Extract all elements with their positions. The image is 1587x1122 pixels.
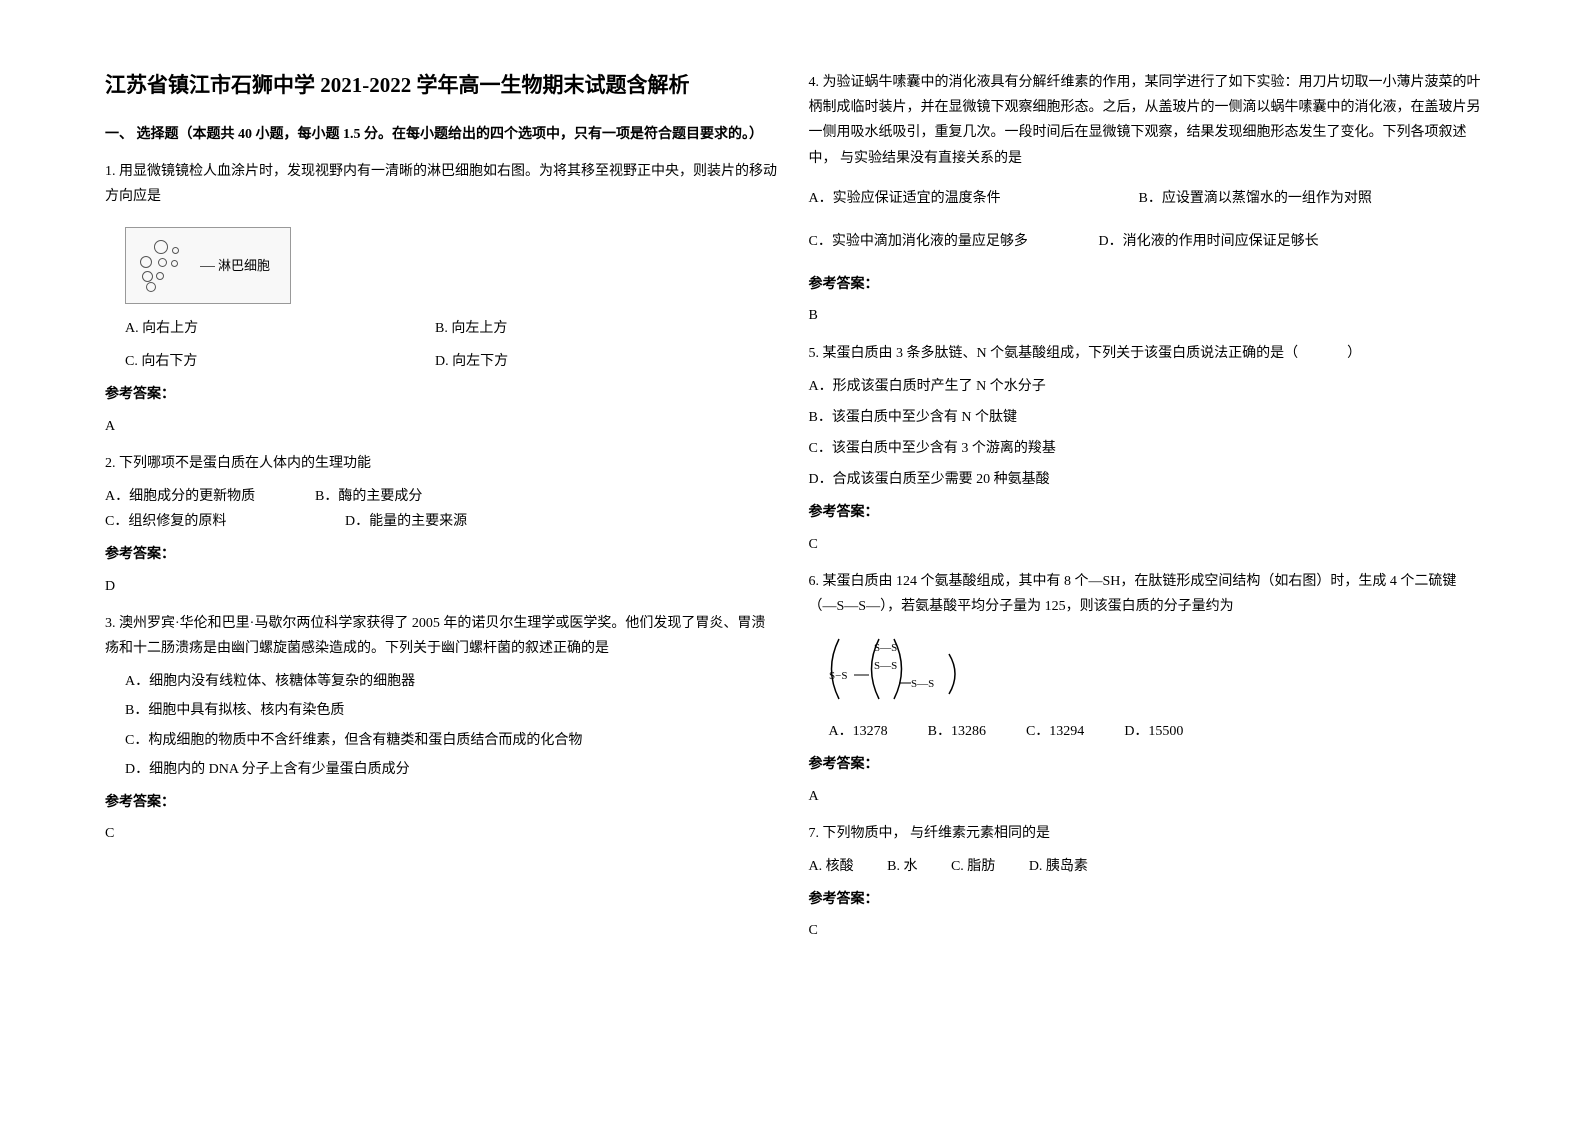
q2-option-b: B．酶的主要成分 [315, 484, 422, 509]
q1-option-a: A. 向右上方 [125, 316, 435, 341]
q1-option-b: B. 向左上方 [435, 316, 635, 341]
q3-option-c: C．构成细胞的物质中不含纤维素，但含有糖类和蛋白质结合而成的化合物 [125, 728, 779, 753]
q1-answer-label: 参考答案： [105, 382, 779, 407]
q3-answer-label: 参考答案： [105, 790, 779, 815]
q3-options: A．细胞内没有线粒体、核糖体等复杂的细胞器 B．细胞中具有拟核、核内有染色质 C… [105, 669, 779, 782]
cell-diagram: 淋巴细胞 [136, 238, 270, 293]
question-3: 3. 澳州罗宾·华伦和巴里·马歇尔两位科学家获得了 2005 年的诺贝尔生理学或… [105, 611, 779, 847]
question-6: 6. 某蛋白质由 124 个氨基酸组成，其中有 8 个—SH，在肽链形成空间结构… [809, 569, 1483, 809]
q1-options-row2: C. 向右下方 D. 向左下方 [105, 349, 779, 374]
q5-text-suffix: ） [1347, 346, 1361, 361]
q3-option-b: B．细胞中具有拟核、核内有染色质 [125, 698, 779, 723]
q5-option-a: A．形成该蛋白质时产生了 N 个水分子 [809, 374, 1483, 399]
q1-diagram: 淋巴细胞 [125, 227, 291, 304]
q4-answer: B [809, 303, 1483, 328]
q6-option-b: B．13286 [928, 719, 986, 744]
page-container: 江苏省镇江市石狮中学 2021-2022 学年高一生物期末试题含解析 一、 选择… [0, 0, 1587, 1122]
q6-answer-label: 参考答案： [809, 752, 1483, 777]
q6-option-a: A．13278 [829, 719, 888, 744]
right-column: 4. 为验证蜗牛嗉囊中的消化液具有分解纤维素的作用，某同学进行了如下实验：用刀片… [794, 70, 1498, 1082]
q4-options: A．实验应保证适宜的温度条件 B．应设置滴以蒸馏水的一组作为对照 C．实验中滴加… [809, 186, 1483, 254]
q6-option-d: D．15500 [1124, 719, 1183, 744]
q3-option-a: A．细胞内没有线粒体、核糖体等复杂的细胞器 [125, 669, 779, 694]
q5-answer-label: 参考答案： [809, 500, 1483, 525]
q4-answer-label: 参考答案： [809, 272, 1483, 297]
q1-text: 1. 用显微镜镜检人血涂片时，发现视野内有一清晰的淋巴细胞如右图。为将其移至视野… [105, 159, 779, 209]
q5-option-c: C．该蛋白质中至少含有 3 个游离的羧基 [809, 436, 1483, 461]
svg-text:S—S: S—S [874, 642, 897, 654]
document-title: 江苏省镇江市石狮中学 2021-2022 学年高一生物期末试题含解析 [105, 70, 779, 102]
q4-text: 4. 为验证蜗牛嗉囊中的消化液具有分解纤维素的作用，某同学进行了如下实验：用刀片… [809, 70, 1483, 171]
q2-option-d: D．能量的主要来源 [345, 509, 467, 534]
q5-text: 5. 某蛋白质由 3 条多肽链、N 个氨基酸组成，下列关于该蛋白质说法正确的是（… [809, 341, 1483, 366]
q7-option-b: B. 水 [887, 854, 917, 879]
q7-text: 7. 下列物质中， 与纤维素元素相同的是 [809, 821, 1483, 846]
q1-diagram-label: 淋巴细胞 [218, 254, 270, 277]
q6-text: 6. 某蛋白质由 124 个氨基酸组成，其中有 8 个—SH，在肽链形成空间结构… [809, 569, 1483, 619]
question-4: 4. 为验证蜗牛嗉囊中的消化液具有分解纤维素的作用，某同学进行了如下实验：用刀片… [809, 70, 1483, 329]
q5-paren-gap [1302, 346, 1344, 361]
section-heading: 一、 选择题（本题共 40 小题，每小题 1.5 分。在每小题给出的四个选项中，… [105, 122, 779, 147]
q5-text-prefix: 5. 某蛋白质由 3 条多肽链、N 个氨基酸组成，下列关于该蛋白质说法正确的是（ [809, 346, 1299, 361]
q7-answer: C [809, 918, 1483, 943]
q5-option-b: B．该蛋白质中至少含有 N 个肽键 [809, 405, 1483, 430]
q5-option-d: D．合成该蛋白质至少需要 20 种氨基酸 [809, 467, 1483, 492]
question-7: 7. 下列物质中， 与纤维素元素相同的是 A. 核酸 B. 水 C. 脂肪 D.… [809, 821, 1483, 944]
q3-option-d: D．细胞内的 DNA 分子上含有少量蛋白质成分 [125, 757, 779, 782]
q4-option-c: C．实验中滴加消化液的量应足够多 [809, 229, 1099, 254]
svg-text:S−S: S−S [829, 670, 847, 682]
svg-text:S—S: S—S [911, 678, 934, 690]
q6-diagram: S—S S—S S−S S—S [819, 629, 969, 709]
q4-option-a: A．实验应保证适宜的温度条件 [809, 186, 1139, 211]
q2-answer-label: 参考答案： [105, 542, 779, 567]
q3-answer: C [105, 821, 779, 846]
q6-option-c: C．13294 [1026, 719, 1084, 744]
q7-option-d: D. 胰岛素 [1029, 854, 1088, 879]
disulfide-icon: S—S S—S S−S S—S [819, 629, 969, 709]
cell-circles-icon [136, 238, 206, 293]
q2-answer: D [105, 574, 779, 599]
q1-option-d: D. 向左下方 [435, 349, 635, 374]
q4-option-b: B．应设置滴以蒸馏水的一组作为对照 [1139, 186, 1483, 211]
q7-option-c: C. 脂肪 [951, 854, 995, 879]
q1-options-row1: A. 向右上方 B. 向左上方 [105, 316, 779, 341]
question-1: 1. 用显微镜镜检人血涂片时，发现视野内有一清晰的淋巴细胞如右图。为将其移至视野… [105, 159, 779, 439]
q5-options: A．形成该蛋白质时产生了 N 个水分子 B．该蛋白质中至少含有 N 个肽键 C．… [809, 374, 1483, 493]
q7-answer-label: 参考答案： [809, 887, 1483, 912]
q6-options: A．13278 B．13286 C．13294 D．15500 [829, 719, 1483, 744]
q7-option-a: A. 核酸 [809, 854, 854, 879]
q2-option-a: A．细胞成分的更新物质 [105, 484, 315, 509]
q1-option-c: C. 向右下方 [125, 349, 435, 374]
q2-options: A．细胞成分的更新物质 B．酶的主要成分 C．组织修复的原料 D．能量的主要来源 [105, 484, 779, 534]
question-2: 2. 下列哪项不是蛋白质在人体内的生理功能 A．细胞成分的更新物质 B．酶的主要… [105, 451, 779, 599]
q3-text: 3. 澳州罗宾·华伦和巴里·马歇尔两位科学家获得了 2005 年的诺贝尔生理学或… [105, 611, 779, 661]
q2-option-c: C．组织修复的原料 [105, 509, 345, 534]
left-column: 江苏省镇江市石狮中学 2021-2022 学年高一生物期末试题含解析 一、 选择… [90, 70, 794, 1082]
q6-answer: A [809, 784, 1483, 809]
svg-text:S—S: S—S [874, 660, 897, 672]
q7-options: A. 核酸 B. 水 C. 脂肪 D. 胰岛素 [809, 854, 1483, 879]
q4-option-d: D．消化液的作用时间应保证足够长 [1099, 229, 1483, 254]
q1-answer: A [105, 414, 779, 439]
question-5: 5. 某蛋白质由 3 条多肽链、N 个氨基酸组成，下列关于该蛋白质说法正确的是（… [809, 341, 1483, 557]
q2-text: 2. 下列哪项不是蛋白质在人体内的生理功能 [105, 451, 779, 476]
q5-answer: C [809, 532, 1483, 557]
